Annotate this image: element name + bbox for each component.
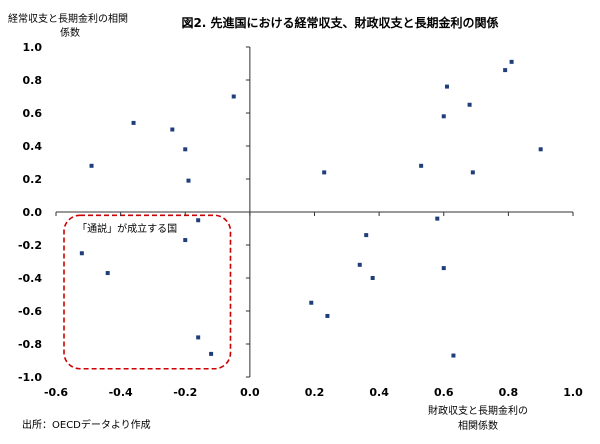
y-tick-label: 0.4 [23, 140, 43, 153]
x-axis-label-line-2: 相関係数 [458, 419, 498, 432]
scatter-point [441, 114, 446, 119]
y-tick-label: -0.6 [18, 305, 42, 318]
annotation-label: 「通説」が成立する国 [77, 222, 177, 235]
y-axis-label-line-2: 係数 [60, 26, 80, 39]
annotation-box [63, 214, 232, 370]
scatter-point [419, 163, 424, 168]
x-tick-label: 1.0 [563, 386, 583, 399]
scatter-point [79, 251, 84, 256]
y-axis-label-line-1: 経常収支と長期金利の相関 [8, 12, 128, 25]
scatter-point [370, 276, 375, 280]
scatter-point [196, 335, 201, 340]
scatter-point [441, 266, 446, 271]
scatter-point [503, 68, 508, 73]
scatter-point [309, 300, 314, 305]
y-tick-label: 0.0 [23, 206, 43, 219]
scatter-point [435, 216, 440, 221]
scatter-point [183, 238, 188, 243]
y-tick-label: 0.6 [23, 107, 43, 120]
scatter-point [183, 147, 188, 152]
x-tick-label: 0.6 [434, 386, 454, 399]
scatter-point [470, 170, 475, 175]
scatter-point [196, 218, 201, 223]
scatter-point [105, 271, 110, 276]
chart-title: 図2. 先進国における経常収支、財政収支と長期金利の関係 [181, 15, 498, 30]
scatter-point [364, 233, 369, 238]
x-tick-label: -0.2 [173, 386, 197, 399]
scatter-point [357, 262, 362, 267]
scatter-point [231, 94, 236, 99]
x-tick-label: -0.6 [44, 386, 68, 399]
x-axis-label-line-1: 財政収支と長期金利の [428, 404, 528, 417]
y-tick-label: 1.0 [23, 41, 43, 54]
y-tick-label: -0.2 [18, 239, 42, 252]
y-tick-label: 0.8 [23, 74, 43, 87]
y-tick-label: 0.2 [23, 173, 43, 186]
scatter-point [170, 127, 175, 132]
scatter-point [186, 178, 191, 183]
scatter-point [451, 353, 456, 358]
x-tick-label: 0.4 [369, 386, 389, 399]
scatter-point [325, 313, 330, 318]
x-tick-label: 0.8 [499, 386, 519, 399]
scatter-point [538, 147, 543, 152]
y-tick-label: -0.8 [18, 338, 42, 351]
scatter-point [89, 163, 94, 168]
scatter-point [131, 120, 136, 125]
x-tick-label: 0.2 [305, 386, 325, 399]
scatter-point [467, 102, 472, 107]
scatter-point [209, 351, 214, 356]
scatter-point [444, 84, 449, 89]
y-tick-label: -0.4 [18, 272, 42, 285]
x-tick-label: -0.4 [109, 386, 133, 399]
y-tick-label: -1.0 [18, 371, 42, 384]
scatter-point [509, 59, 514, 64]
x-tick-label: 0.0 [240, 386, 260, 399]
source-note: 出所：OECDデータより作成 [22, 418, 151, 431]
scatter-point [322, 170, 327, 175]
